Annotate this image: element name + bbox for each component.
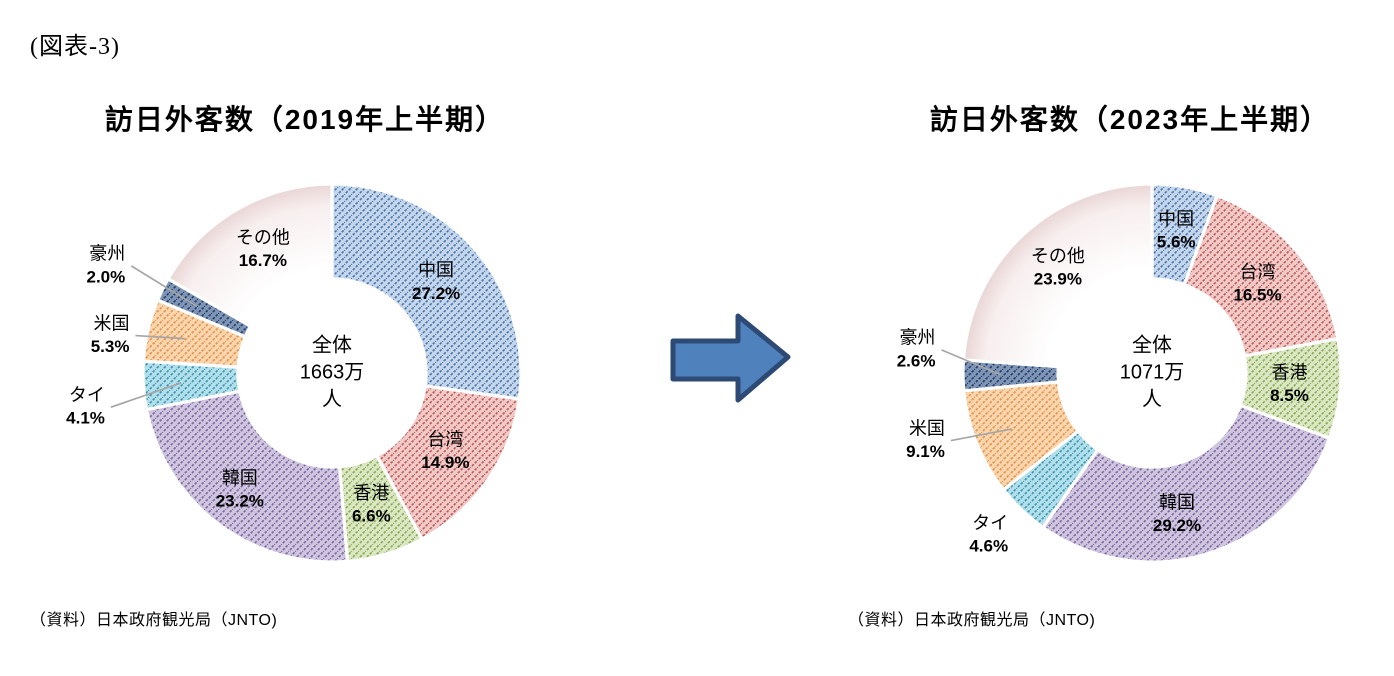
slice-name-label: 米国 [93,313,129,333]
donut-center-label: 人 [322,387,342,410]
leader-line [135,334,185,340]
slice-name-label: 豪州 [89,244,125,264]
slice-name-label: 中国 [418,260,454,280]
pie-slice-2 [375,384,521,541]
slice-pct-label: 9.1% [906,442,945,461]
slice-pct-label: 23.9% [1034,270,1082,289]
slice-pct-label: 5.3% [91,337,130,356]
pie-slice-4 [144,389,350,564]
slice-pct-label: 16.5% [1233,286,1281,305]
slice-name-label: 米国 [909,418,945,438]
slice-name-label: 台湾 [427,429,463,449]
donut-center-label: 1071万 [1120,361,1185,383]
donut-chart-2019: 中国 27.2% 台湾 14.9% 香港 6.6% 韓国 23.2% タイ 4.1% 米国 5.3% 豪… [66,182,523,564]
slice-name-label: 豪州 [899,328,935,348]
slice-pct-label: 2.6% [897,351,936,370]
right-arrow-icon [670,313,791,403]
pie-slice-4 [1041,403,1332,564]
donut-center-label: 1663万 [300,361,365,383]
slice-pct-label: 16.7% [239,251,287,270]
slice-name-label: 香港 [1271,362,1307,382]
donut-center-label: 全体 [312,333,352,356]
slice-pct-label: 27.2% [412,284,460,303]
chart-title-2019: 訪日外客数（2019年上半期） [104,104,506,135]
slice-pct-label: 5.6% [1157,233,1196,252]
chart-title-2023: 訪日外客数（2023年上半期） [929,104,1331,135]
pie-slice-2 [1182,193,1340,358]
donut-center-label: 人 [1142,387,1162,410]
slice-pct-label: 23.2% [216,492,264,511]
source-note-2019: （資料）日本政府観光局（JNTO) [30,612,278,629]
slice-pct-label: 8.5% [1270,386,1309,405]
slice-name-label: 韓国 [1159,492,1195,512]
donut-center-label: 全体 [1132,333,1172,356]
donut-chart-2023: 中国 5.6% 台湾 16.5% 香港 8.5% 韓国 29.2% タイ 4.6% 米国 9.1% 豪州… [897,182,1343,564]
slice-pct-label: 14.9% [421,453,469,472]
leader-line [110,382,182,409]
slice-pct-label: 6.6% [352,507,391,526]
slice-pct-label: 2.0% [87,267,126,286]
figure-label: (図表-3) [30,34,120,60]
slice-name-label: 台湾 [1239,262,1275,282]
transition-arrow [670,313,791,403]
slice-name-label: 韓国 [222,468,258,488]
slice-name-label: タイ [69,385,105,405]
leader-line [941,349,1002,376]
slice-pct-label: 4.6% [969,537,1008,556]
slice-name-label: その他 [236,227,290,247]
pie-slice-8 [166,182,334,328]
leader-line [130,265,197,307]
leader-line [950,428,1012,442]
slice-name-label: 香港 [353,483,389,503]
slice-name-label: タイ [972,513,1008,533]
source-note-2023: （資料）日本政府観光局（JNTO) [848,612,1096,629]
slice-pct-label: 4.1% [66,409,105,428]
slice-name-label: その他 [1031,246,1085,266]
pie-slice-8 [961,182,1154,369]
slice-pct-label: 29.2% [1153,516,1201,535]
pie-slice-1 [330,182,523,401]
slice-name-label: 中国 [1158,209,1194,229]
